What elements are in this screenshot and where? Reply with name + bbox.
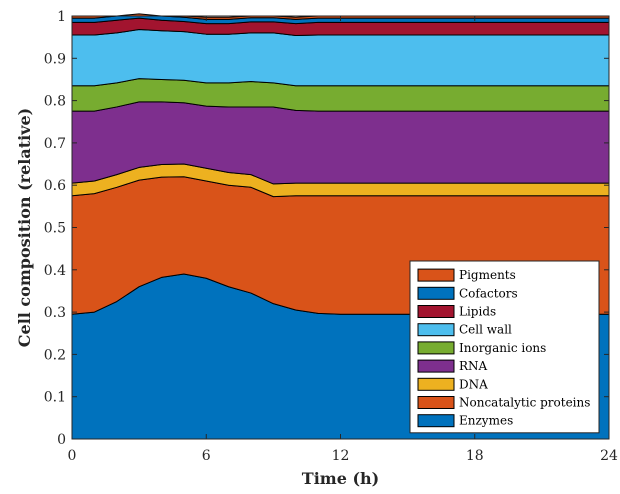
y-tick-label: 0 — [57, 432, 66, 448]
legend-swatch — [417, 359, 455, 373]
x-tick-label: 0 — [68, 448, 77, 464]
y-tick-label: 0.6 — [44, 178, 66, 194]
legend-swatch — [417, 396, 455, 409]
legend-label: Inorganic ions — [459, 341, 546, 355]
legend-swatch — [417, 268, 455, 282]
legend-swatch — [417, 286, 455, 300]
legend: Pigments Cofactors Lipids Cell wall Inorgani… — [409, 260, 600, 434]
x-tick-label: 24 — [600, 448, 618, 464]
legend-label: RNA — [459, 359, 488, 373]
x-tick-label: 6 — [202, 448, 211, 464]
y-tick-label: 0.5 — [44, 221, 66, 237]
x-axis-title: Time (h) — [302, 469, 379, 488]
y-axis-title: Cell composition (relative) — [15, 108, 34, 347]
legend-swatch — [417, 305, 455, 318]
y-tick-label: 0.4 — [44, 263, 66, 279]
legend-swatch — [417, 323, 455, 337]
y-tick-label: 0.3 — [44, 305, 66, 321]
legend-label: Pigments — [459, 268, 516, 282]
x-tick-label: 18 — [466, 448, 484, 464]
legend-label: Cell wall — [459, 323, 512, 337]
x-tick-label: 12 — [332, 448, 350, 464]
y-tick-label: 0.8 — [44, 94, 66, 110]
y-tick-label: 0.7 — [44, 136, 66, 152]
legend-swatch — [417, 414, 455, 428]
axes-group: 0 6 12 18 24 0 0.1 0.2 0.3 0.4 0.5 0.6 0.7 0.8 0.9 1 — [44, 9, 618, 464]
y-tick-label: 0.9 — [44, 51, 66, 67]
legend-swatch — [417, 377, 455, 391]
legend-label: Enzymes — [459, 414, 513, 428]
legend-label: Cofactors — [459, 286, 518, 300]
legend-label: Lipids — [459, 305, 496, 319]
area-cell-wall — [71, 29, 610, 87]
y-tick-label: 1 — [57, 9, 66, 25]
y-tick-label: 0.1 — [44, 390, 66, 406]
legend-label: DNA — [459, 377, 488, 391]
legend-swatch — [417, 341, 455, 355]
legend-label: Noncatalytic proteins — [459, 396, 590, 410]
y-tick-label: 0.2 — [44, 347, 66, 363]
